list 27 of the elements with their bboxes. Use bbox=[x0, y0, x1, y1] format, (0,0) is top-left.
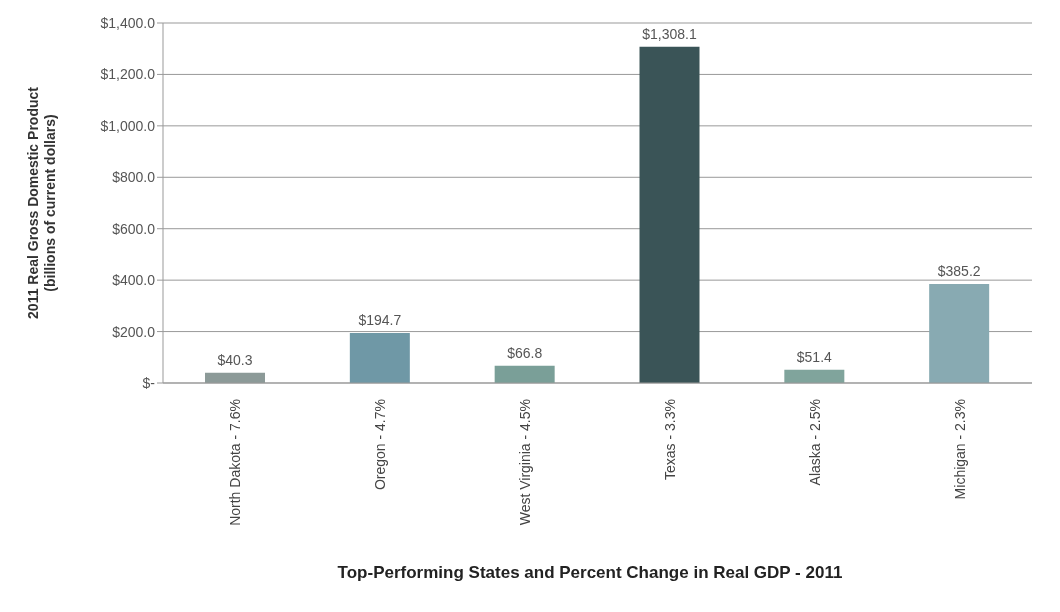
y-tick-label: $1,400.0 bbox=[100, 14, 156, 31]
data-label: $385.2 bbox=[937, 262, 981, 279]
y-tick-label: $400.0 bbox=[112, 272, 156, 289]
y-tick-label: $800.0 bbox=[112, 169, 156, 186]
bar bbox=[784, 369, 845, 383]
y-tick-label: $1,200.0 bbox=[100, 66, 156, 83]
data-label: $51.4 bbox=[796, 348, 833, 365]
y-tick-label: $1,000.0 bbox=[100, 117, 156, 134]
data-label: $66.8 bbox=[507, 344, 543, 361]
data-label: $194.7 bbox=[358, 311, 402, 328]
x-tick-label: West Virginia - 4.5% bbox=[517, 399, 534, 526]
y-tick-label: $- bbox=[142, 374, 156, 391]
x-tick-label: Alaska - 2.5% bbox=[806, 399, 823, 486]
data-label: $1,308.1 bbox=[642, 25, 697, 42]
bar bbox=[494, 365, 555, 383]
text: Top-Performing States and Percent Change in Real GDP - 2011 bbox=[336, 563, 844, 583]
x-tick-label: Texas - 3.3% bbox=[661, 399, 678, 480]
y-axis-title: 2011 Real Gross Domestic Product (billions of current dollars) bbox=[25, 86, 58, 319]
bar bbox=[929, 283, 990, 383]
data-label: $40.3 bbox=[217, 351, 253, 368]
x-tick-label: Oregon - 4.7% bbox=[372, 399, 389, 491]
y-tick-label: $600.0 bbox=[112, 220, 156, 237]
bar bbox=[639, 46, 700, 383]
x-tick-label: Michigan - 2.3% bbox=[951, 399, 968, 500]
y-tick-label: $200.0 bbox=[112, 323, 156, 340]
x-tick-label: North Dakota - 7.6% bbox=[227, 399, 244, 526]
bar bbox=[349, 332, 410, 383]
